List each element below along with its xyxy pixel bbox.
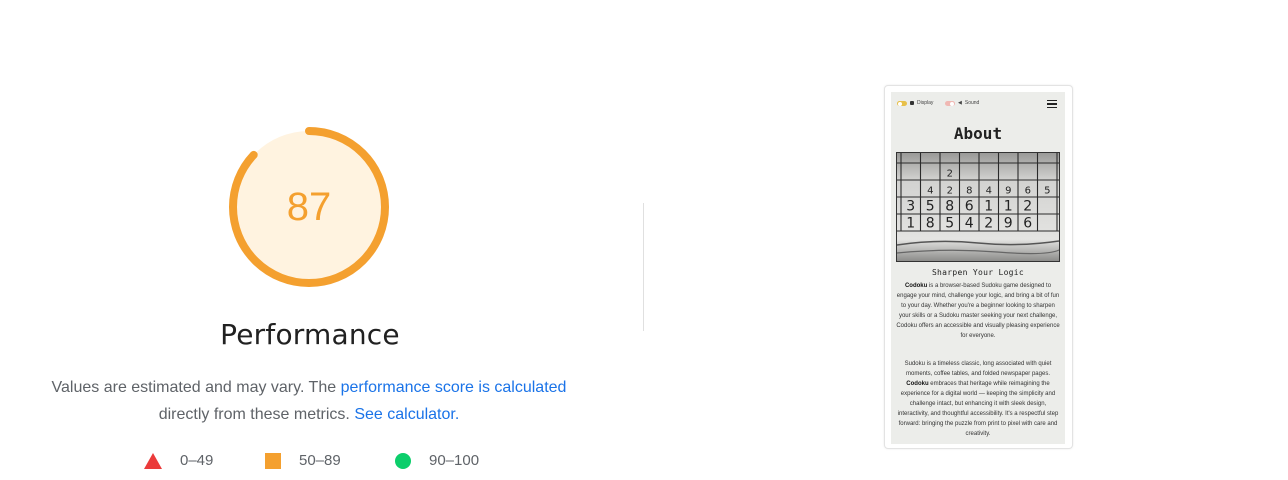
grid-digit: 2	[984, 215, 993, 231]
gauge-score-arc	[229, 127, 389, 287]
display-toggle	[897, 101, 907, 106]
score-legend: 0–49 50–89 90–100	[0, 452, 620, 476]
display-label: Display	[910, 100, 933, 106]
grid-digit: 2	[947, 168, 953, 179]
gauge-score: 87	[286, 184, 332, 229]
performance-gauge: 87	[228, 126, 390, 288]
legend-label: 50–89	[299, 452, 341, 469]
screenshot-viewport: Display ◀ Sound About	[891, 92, 1065, 444]
grid-digit: 5	[1044, 185, 1050, 196]
legend-label: 90–100	[429, 452, 480, 469]
grid-digit: 6	[1025, 185, 1031, 196]
vertical-divider	[643, 203, 644, 331]
grid-digit: 3	[906, 198, 915, 214]
legend-item-average: 50–89	[265, 452, 341, 469]
orange-square-icon	[265, 452, 281, 469]
grid-digit: 4	[927, 185, 933, 196]
grid-digit: 8	[966, 185, 972, 196]
description-text-2: directly from these metrics.	[158, 406, 355, 423]
about-page-title: About	[953, 124, 1003, 143]
gauge-ring	[229, 127, 389, 287]
see-calculator-link[interactable]: See calculator.	[354, 406, 460, 423]
grid-digit: 9	[1004, 215, 1013, 231]
gauge-fill	[233, 131, 385, 283]
grid-digit: 4	[986, 185, 992, 196]
legend-item-pass: 90–100	[395, 452, 479, 469]
grid-digit: 8	[926, 215, 935, 231]
grid-digit: 2	[1023, 198, 1032, 214]
gauge-title: Performance	[220, 318, 400, 351]
description-text: Values are estimated and may vary. The	[51, 379, 341, 396]
sound-toggle	[945, 101, 955, 106]
grid-digit: 1	[906, 215, 915, 231]
grid-digit: 6	[1023, 215, 1032, 231]
legend-item-fail: 0–49	[144, 452, 213, 469]
score-calculated-link[interactable]: performance score is calculated	[340, 379, 567, 396]
gauge-description: Values are estimated and may vary. The p…	[40, 374, 578, 428]
final-screenshot[interactable]: Display ◀ Sound About	[884, 85, 1073, 449]
red-triangle-icon	[144, 452, 162, 469]
sudoku-grid-photo: 24 2 8 4 9 6 53 5 8 6 1 1 21 8 5 4 2 9 6	[897, 153, 1059, 261]
hamburger-menu-icon	[1047, 100, 1057, 110]
grid-digit: 5	[945, 215, 954, 231]
app-topbar: Display ◀ Sound	[891, 92, 1065, 112]
about-paragraph-1: Codoku is a browser-based Sudoku game de…	[896, 283, 1060, 339]
grid-digit: 8	[945, 198, 954, 214]
grid-digit: 9	[1005, 185, 1011, 196]
grid-digit: 6	[965, 198, 974, 214]
about-paragraph-2: Sudoku is a timeless classic, long assoc…	[897, 361, 1059, 437]
legend-label: 0–49	[180, 452, 214, 469]
green-circle-icon	[395, 452, 411, 469]
grid-digit: 1	[1004, 198, 1013, 214]
display-icon	[910, 101, 914, 105]
grid-digit: 2	[947, 185, 953, 196]
grid-digit: 5	[926, 198, 935, 214]
about-subtitle: Sharpen Your Logic	[931, 268, 1025, 277]
grid-digit: 4	[965, 215, 974, 231]
speaker-icon: ◀	[958, 100, 962, 106]
grid-digit: 1	[984, 198, 993, 214]
sound-label: ◀ Sound	[958, 100, 980, 106]
